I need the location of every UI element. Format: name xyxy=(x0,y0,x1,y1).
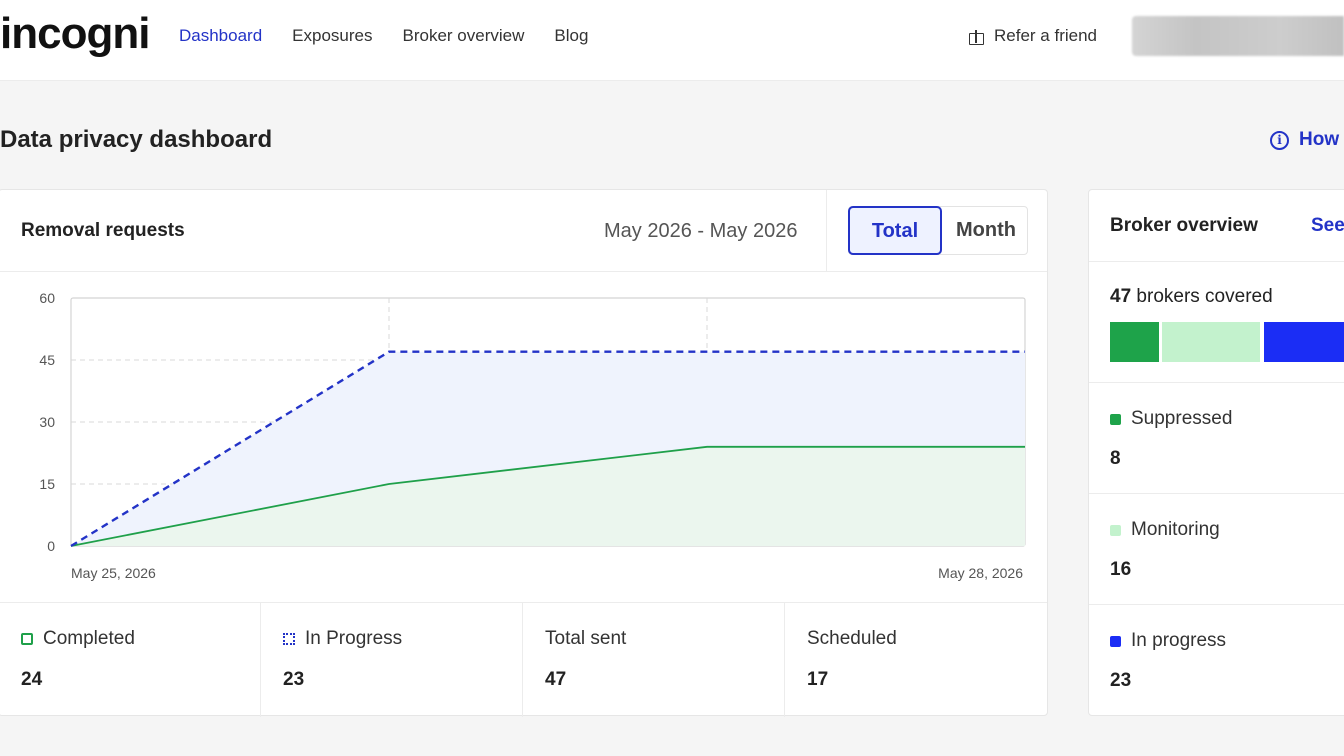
in-progress-legend-icon xyxy=(283,633,295,645)
section-monitoring: Monitoring 16 xyxy=(1089,493,1344,604)
stat-in-progress-label-row: In Progress xyxy=(283,627,402,651)
date-range: May 2026 - May 2026 xyxy=(604,220,798,242)
stat-scheduled-value: 17 xyxy=(807,669,829,690)
top-navigation: incogni Dashboard Exposures Broker overv… xyxy=(0,0,1344,81)
page-title: Data privacy dashboard xyxy=(0,126,273,153)
toggle-total-button[interactable]: Total xyxy=(848,206,942,255)
suppressed-legend-icon xyxy=(1110,413,1121,425)
nav-exposures[interactable]: Exposures xyxy=(292,26,373,45)
stat-total-sent-value: 47 xyxy=(545,669,567,690)
removal-requests-card: Removal requests May 2026 - May 2026 Tot… xyxy=(0,189,1048,717)
y-tick-label-30: 30 xyxy=(39,414,55,430)
removal-stats: Completed 24 In Progress 23 Total sent 4… xyxy=(0,602,1047,717)
monitoring-label-row: Monitoring xyxy=(1110,518,1220,542)
stat-completed: Completed 24 xyxy=(0,603,261,717)
how-link-label: How xyxy=(1299,129,1340,150)
stat-completed-value: 24 xyxy=(21,669,43,690)
x-tick-label-end: May 28, 2026 xyxy=(938,565,1023,581)
in-progress-label-row: In progress xyxy=(1110,629,1226,653)
in-progress-broker-label: In progress xyxy=(1131,630,1227,651)
y-tick-label-0: 0 xyxy=(47,538,55,554)
main-nav: Dashboard Exposures Broker overview Blog xyxy=(179,24,588,48)
gift-icon xyxy=(968,28,984,45)
in-progress-broker-value: 23 xyxy=(1110,670,1132,691)
brokers-covered-count: 47 xyxy=(1110,286,1132,307)
refer-label: Refer a friend xyxy=(994,26,1097,45)
stat-total-sent-label-row: Total sent xyxy=(545,627,626,651)
account-menu-redacted[interactable] xyxy=(1132,16,1344,56)
bar-suppressed xyxy=(1110,322,1159,362)
suppressed-label-row: Suppressed xyxy=(1110,407,1232,431)
area-completed xyxy=(71,446,1025,546)
stat-scheduled-label-row: Scheduled xyxy=(807,627,897,651)
completed-legend-icon xyxy=(21,633,33,645)
stat-in-progress-value: 23 xyxy=(283,669,305,690)
x-tick-label-start: May 25, 2026 xyxy=(71,565,156,581)
stat-scheduled: Scheduled 17 xyxy=(785,603,1047,717)
y-tick-label-15: 15 xyxy=(39,476,55,492)
nav-broker-overview[interactable]: Broker overview xyxy=(402,26,525,45)
removal-title: Removal requests xyxy=(21,220,185,241)
suppressed-label: Suppressed xyxy=(1131,408,1233,429)
removal-card-header: Removal requests May 2026 - May 2026 Tot… xyxy=(0,190,1047,272)
broker-card-header: Broker overview See xyxy=(1089,190,1344,262)
brokers-covered: 47 brokers covered xyxy=(1110,285,1273,309)
incogni-logo[interactable]: incogni xyxy=(0,9,150,58)
header-divider xyxy=(826,190,827,271)
suppressed-value: 8 xyxy=(1110,448,1121,469)
line-total-sent xyxy=(70,350,1025,548)
monitoring-legend-icon xyxy=(1110,524,1121,536)
stat-completed-label: Completed xyxy=(43,628,135,649)
monitoring-label: Monitoring xyxy=(1131,519,1220,540)
refer-a-friend-link[interactable]: Refer a friend xyxy=(968,24,1097,48)
stat-scheduled-label: Scheduled xyxy=(807,628,897,649)
stat-in-progress-label: In Progress xyxy=(305,628,403,649)
broker-title: Broker overview xyxy=(1110,215,1258,236)
in-progress-broker-legend-icon xyxy=(1110,635,1121,647)
y-tick-label-60: 60 xyxy=(39,290,55,306)
info-icon: i xyxy=(1270,130,1289,150)
bar-in-progress xyxy=(1264,322,1344,362)
removal-requests-chart: 0 15 30 45 60 May 25, 2026 May 28, 2026 xyxy=(39,290,1026,581)
nav-blog[interactable]: Blog xyxy=(554,26,589,45)
brokers-covered-text: brokers covered xyxy=(1136,286,1273,307)
bar-monitoring xyxy=(1162,322,1260,362)
section-in-progress: In progress 23 xyxy=(1089,604,1344,715)
nav-dashboard[interactable]: Dashboard xyxy=(179,26,263,45)
stat-in-progress: In Progress 23 xyxy=(261,603,523,717)
how-it-works-link[interactable]: i How xyxy=(1270,128,1339,152)
y-tick-label-45: 45 xyxy=(39,352,55,368)
stat-total-sent-label: Total sent xyxy=(545,628,627,649)
stat-completed-label-row: Completed xyxy=(21,627,135,651)
broker-overview-card: Broker overview See 47 brokers covered S… xyxy=(1088,189,1344,716)
stat-total-sent: Total sent 47 xyxy=(523,603,785,717)
line-completed xyxy=(70,445,1025,547)
see-all-link[interactable]: See xyxy=(1311,215,1344,236)
view-toggle: Total Month xyxy=(848,206,1028,255)
monitoring-value: 16 xyxy=(1110,559,1132,580)
section-suppressed: Suppressed 8 xyxy=(1089,382,1344,493)
toggle-month-button[interactable]: Month xyxy=(956,219,1016,241)
